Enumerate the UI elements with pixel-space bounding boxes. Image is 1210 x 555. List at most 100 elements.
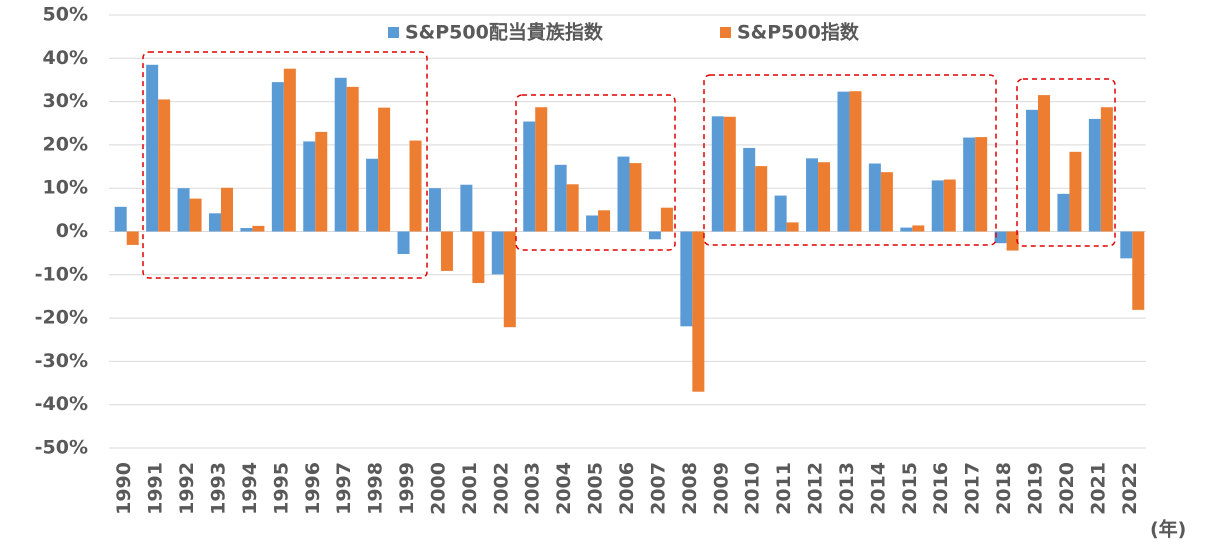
bar bbox=[755, 166, 768, 232]
highlight-box bbox=[515, 94, 676, 251]
y-tick-label: 50% bbox=[43, 4, 88, 26]
bar bbox=[177, 188, 190, 232]
highlight-boxes bbox=[142, 51, 1116, 279]
legend-label: S&P500指数 bbox=[737, 21, 860, 44]
y-tick-label: -10% bbox=[35, 263, 88, 285]
bar bbox=[711, 116, 724, 232]
bar bbox=[566, 184, 579, 232]
bar bbox=[586, 215, 599, 232]
x-tick-label: 1996 bbox=[302, 462, 324, 515]
x-tick-label: 2000 bbox=[427, 462, 449, 515]
bar bbox=[743, 147, 756, 232]
bar bbox=[503, 231, 516, 328]
y-tick-label: 30% bbox=[43, 90, 88, 112]
bar bbox=[1026, 109, 1039, 232]
x-tick-label: 1993 bbox=[207, 462, 229, 515]
bar bbox=[378, 107, 391, 232]
bar bbox=[397, 231, 410, 255]
bar bbox=[1120, 231, 1133, 259]
bar bbox=[1132, 231, 1145, 310]
x-tick-label: 1992 bbox=[176, 462, 198, 515]
bar bbox=[554, 164, 567, 232]
x-tick-label: 2002 bbox=[490, 462, 512, 515]
y-tick-label: 20% bbox=[43, 133, 88, 155]
bar bbox=[240, 228, 253, 232]
x-tick-label: 2001 bbox=[459, 462, 481, 515]
bar bbox=[535, 107, 548, 232]
bar bbox=[818, 162, 831, 232]
bar bbox=[849, 91, 862, 232]
legend-swatch bbox=[720, 27, 731, 38]
bar bbox=[786, 222, 799, 232]
bar bbox=[428, 188, 441, 232]
bar bbox=[146, 64, 159, 232]
bar bbox=[975, 137, 988, 232]
bars bbox=[114, 64, 1145, 392]
bar bbox=[346, 86, 359, 232]
x-tick-label: 1998 bbox=[365, 462, 387, 515]
x-tick-label: 2020 bbox=[1056, 462, 1078, 515]
highlight-box bbox=[703, 74, 997, 246]
highlight-box bbox=[1016, 78, 1116, 247]
bar bbox=[1006, 231, 1019, 251]
legend-swatch bbox=[388, 27, 399, 38]
bar bbox=[963, 137, 976, 232]
x-tick-label: 2009 bbox=[710, 462, 732, 515]
bar bbox=[912, 225, 925, 232]
bar bbox=[283, 68, 296, 232]
bar bbox=[315, 131, 328, 232]
bar bbox=[303, 141, 316, 232]
x-tick-label: 2012 bbox=[805, 462, 827, 515]
x-tick-label: 2008 bbox=[679, 462, 701, 515]
x-tick-label: 2006 bbox=[616, 462, 638, 515]
x-tick-label: 2005 bbox=[585, 462, 607, 515]
bar bbox=[1038, 95, 1051, 232]
x-tick-label: 2004 bbox=[553, 462, 575, 515]
bar bbox=[598, 210, 611, 232]
bar bbox=[158, 99, 171, 232]
x-tick-label: 2011 bbox=[773, 462, 795, 515]
x-tick-label: 1995 bbox=[270, 462, 292, 515]
bar bbox=[660, 207, 673, 232]
x-tick-label: 2014 bbox=[867, 462, 889, 515]
bar bbox=[900, 227, 913, 232]
bar bbox=[692, 231, 705, 392]
y-tick-label: -40% bbox=[35, 393, 88, 415]
x-tick-label: 2010 bbox=[742, 462, 764, 515]
bar bbox=[491, 231, 504, 275]
bar bbox=[114, 206, 127, 232]
bar bbox=[931, 180, 944, 232]
bar bbox=[806, 158, 819, 232]
bar bbox=[943, 179, 956, 232]
y-tick-label: -20% bbox=[35, 307, 88, 329]
bar bbox=[189, 198, 202, 232]
bar bbox=[648, 231, 661, 240]
x-tick-label: 1999 bbox=[396, 462, 418, 515]
bar bbox=[460, 184, 473, 232]
highlight-box bbox=[142, 51, 428, 279]
x-tick-label: 2018 bbox=[993, 462, 1015, 515]
x-tick-label: 2016 bbox=[930, 462, 952, 515]
bar bbox=[1057, 193, 1070, 232]
x-tick-label: 1994 bbox=[239, 462, 261, 515]
x-tick-label: 2017 bbox=[962, 462, 984, 515]
bar bbox=[409, 140, 422, 232]
bar bbox=[252, 225, 265, 232]
x-tick-label: 2013 bbox=[836, 462, 858, 515]
bar bbox=[523, 121, 536, 232]
bar bbox=[723, 116, 736, 232]
bar bbox=[366, 158, 379, 232]
bar bbox=[629, 163, 642, 232]
bar bbox=[868, 163, 881, 232]
x-tick-label: 2015 bbox=[899, 462, 921, 515]
bar bbox=[440, 231, 453, 271]
bar bbox=[126, 231, 139, 245]
bar bbox=[837, 91, 850, 232]
bar bbox=[1100, 107, 1113, 232]
y-tick-label: 40% bbox=[43, 47, 88, 69]
bar bbox=[774, 195, 787, 232]
bar bbox=[220, 187, 233, 232]
bar bbox=[208, 213, 221, 232]
x-tick-label: 1990 bbox=[113, 462, 135, 515]
